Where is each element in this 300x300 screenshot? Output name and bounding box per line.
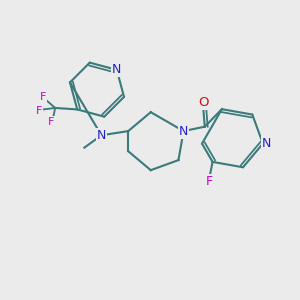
Text: F: F bbox=[47, 117, 54, 127]
Text: F: F bbox=[206, 175, 213, 188]
Text: F: F bbox=[36, 106, 42, 116]
Text: O: O bbox=[198, 96, 208, 109]
Text: N: N bbox=[179, 124, 188, 138]
Text: N: N bbox=[262, 137, 271, 150]
Text: N: N bbox=[112, 63, 122, 76]
Text: N: N bbox=[97, 129, 106, 142]
Text: F: F bbox=[40, 92, 46, 102]
